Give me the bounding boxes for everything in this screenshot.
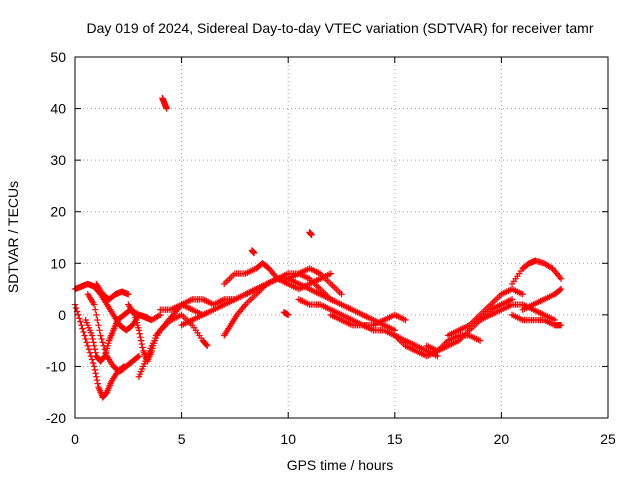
data-point bbox=[81, 332, 88, 339]
data-point bbox=[203, 342, 211, 349]
data-point bbox=[139, 344, 146, 351]
x-tick-label: 25 bbox=[600, 431, 616, 447]
plot-frame bbox=[74, 56, 609, 419]
series-arc-y bbox=[508, 257, 565, 288]
grid-layer bbox=[75, 57, 608, 418]
data-point bbox=[135, 352, 143, 360]
y-tick-label: 50 bbox=[50, 49, 66, 65]
data-point bbox=[402, 316, 409, 324]
series-arc-v bbox=[444, 285, 526, 339]
x-axis-label: GPS time / hours bbox=[287, 457, 394, 473]
data-point bbox=[93, 373, 100, 380]
data-point bbox=[88, 356, 96, 363]
data-point bbox=[93, 376, 101, 384]
data-point bbox=[85, 346, 93, 353]
data-point bbox=[476, 337, 484, 344]
y-tick-label: 20 bbox=[50, 204, 66, 220]
data-point bbox=[98, 335, 105, 343]
data-point bbox=[89, 335, 96, 343]
data-point bbox=[144, 314, 151, 321]
tick-layer: 0 5 10 15 20 25 -20 -10 0 10 20 30 40 50 bbox=[46, 49, 616, 447]
x-tick-label: 20 bbox=[494, 431, 510, 447]
data-point bbox=[338, 291, 345, 298]
data-point bbox=[76, 315, 83, 322]
data-point bbox=[90, 339, 97, 346]
series-arc-e bbox=[93, 280, 132, 303]
data-point bbox=[82, 335, 89, 343]
data-point bbox=[135, 327, 143, 334]
data-point bbox=[79, 325, 86, 332]
series-arc-q bbox=[248, 247, 258, 257]
series-arc-x bbox=[508, 311, 565, 329]
x-tick-label: 15 bbox=[387, 431, 403, 447]
chart-title: Day 019 of 2024, Sidereal Day-to-day VTE… bbox=[86, 20, 593, 36]
data-point bbox=[90, 363, 98, 370]
data-point bbox=[84, 342, 91, 349]
data-point bbox=[100, 353, 108, 361]
data-point bbox=[137, 334, 144, 341]
x-tick-label: 0 bbox=[71, 431, 79, 447]
series-arc-c bbox=[84, 291, 143, 375]
series-arc-z bbox=[519, 285, 565, 313]
y-tick-label: 30 bbox=[50, 152, 66, 168]
data-point bbox=[556, 286, 564, 294]
y-tick-label: 0 bbox=[58, 307, 66, 323]
data-point bbox=[155, 312, 163, 319]
data-point bbox=[285, 311, 292, 319]
x-tick-label: 10 bbox=[280, 431, 296, 447]
data-point bbox=[86, 349, 94, 356]
data-point bbox=[125, 291, 132, 298]
data-point bbox=[92, 349, 99, 356]
data-point bbox=[163, 105, 170, 112]
data-points bbox=[71, 95, 565, 401]
data-point bbox=[557, 321, 565, 329]
y-tick-label: 10 bbox=[50, 255, 66, 271]
data-point bbox=[78, 321, 85, 329]
data-point bbox=[97, 332, 104, 339]
series-arc-u bbox=[423, 296, 516, 355]
data-point bbox=[134, 310, 141, 318]
data-point bbox=[308, 231, 315, 239]
series-arc-g bbox=[135, 311, 211, 380]
x-tick-label: 5 bbox=[178, 431, 186, 447]
data-point bbox=[99, 339, 106, 346]
data-point bbox=[203, 341, 210, 349]
data-point bbox=[74, 311, 82, 319]
data-point bbox=[77, 318, 84, 325]
data-point bbox=[92, 370, 99, 377]
data-point bbox=[136, 330, 143, 337]
data-point bbox=[250, 249, 258, 257]
series-arc-p bbox=[306, 229, 315, 239]
data-point bbox=[327, 270, 335, 277]
series-arc-d bbox=[82, 306, 151, 365]
data-point bbox=[89, 359, 97, 367]
data-point bbox=[557, 275, 565, 282]
data-point bbox=[96, 327, 103, 334]
data-point bbox=[80, 328, 87, 336]
y-axis-label: SDTVAR / TECUs bbox=[5, 181, 21, 293]
series-arc-r bbox=[280, 309, 292, 319]
data-point bbox=[90, 342, 98, 349]
data-point bbox=[557, 285, 565, 293]
series-arc-i bbox=[159, 95, 170, 112]
data-point bbox=[138, 340, 146, 348]
data-point bbox=[134, 353, 142, 361]
data-point bbox=[83, 339, 90, 346]
data-point bbox=[94, 316, 101, 324]
data-point bbox=[94, 380, 101, 387]
y-tick-label: -10 bbox=[46, 358, 66, 374]
data-point bbox=[72, 304, 80, 312]
data-point bbox=[95, 321, 102, 329]
data-point bbox=[92, 306, 99, 313]
data-point bbox=[91, 366, 99, 374]
data-point bbox=[519, 291, 526, 298]
data-point bbox=[137, 337, 145, 344]
y-tick-label: 40 bbox=[50, 101, 66, 117]
data-point bbox=[90, 301, 98, 308]
y-tick-label: -20 bbox=[46, 410, 66, 426]
data-point bbox=[88, 332, 96, 339]
data-point bbox=[91, 346, 99, 353]
data-point bbox=[93, 311, 100, 319]
